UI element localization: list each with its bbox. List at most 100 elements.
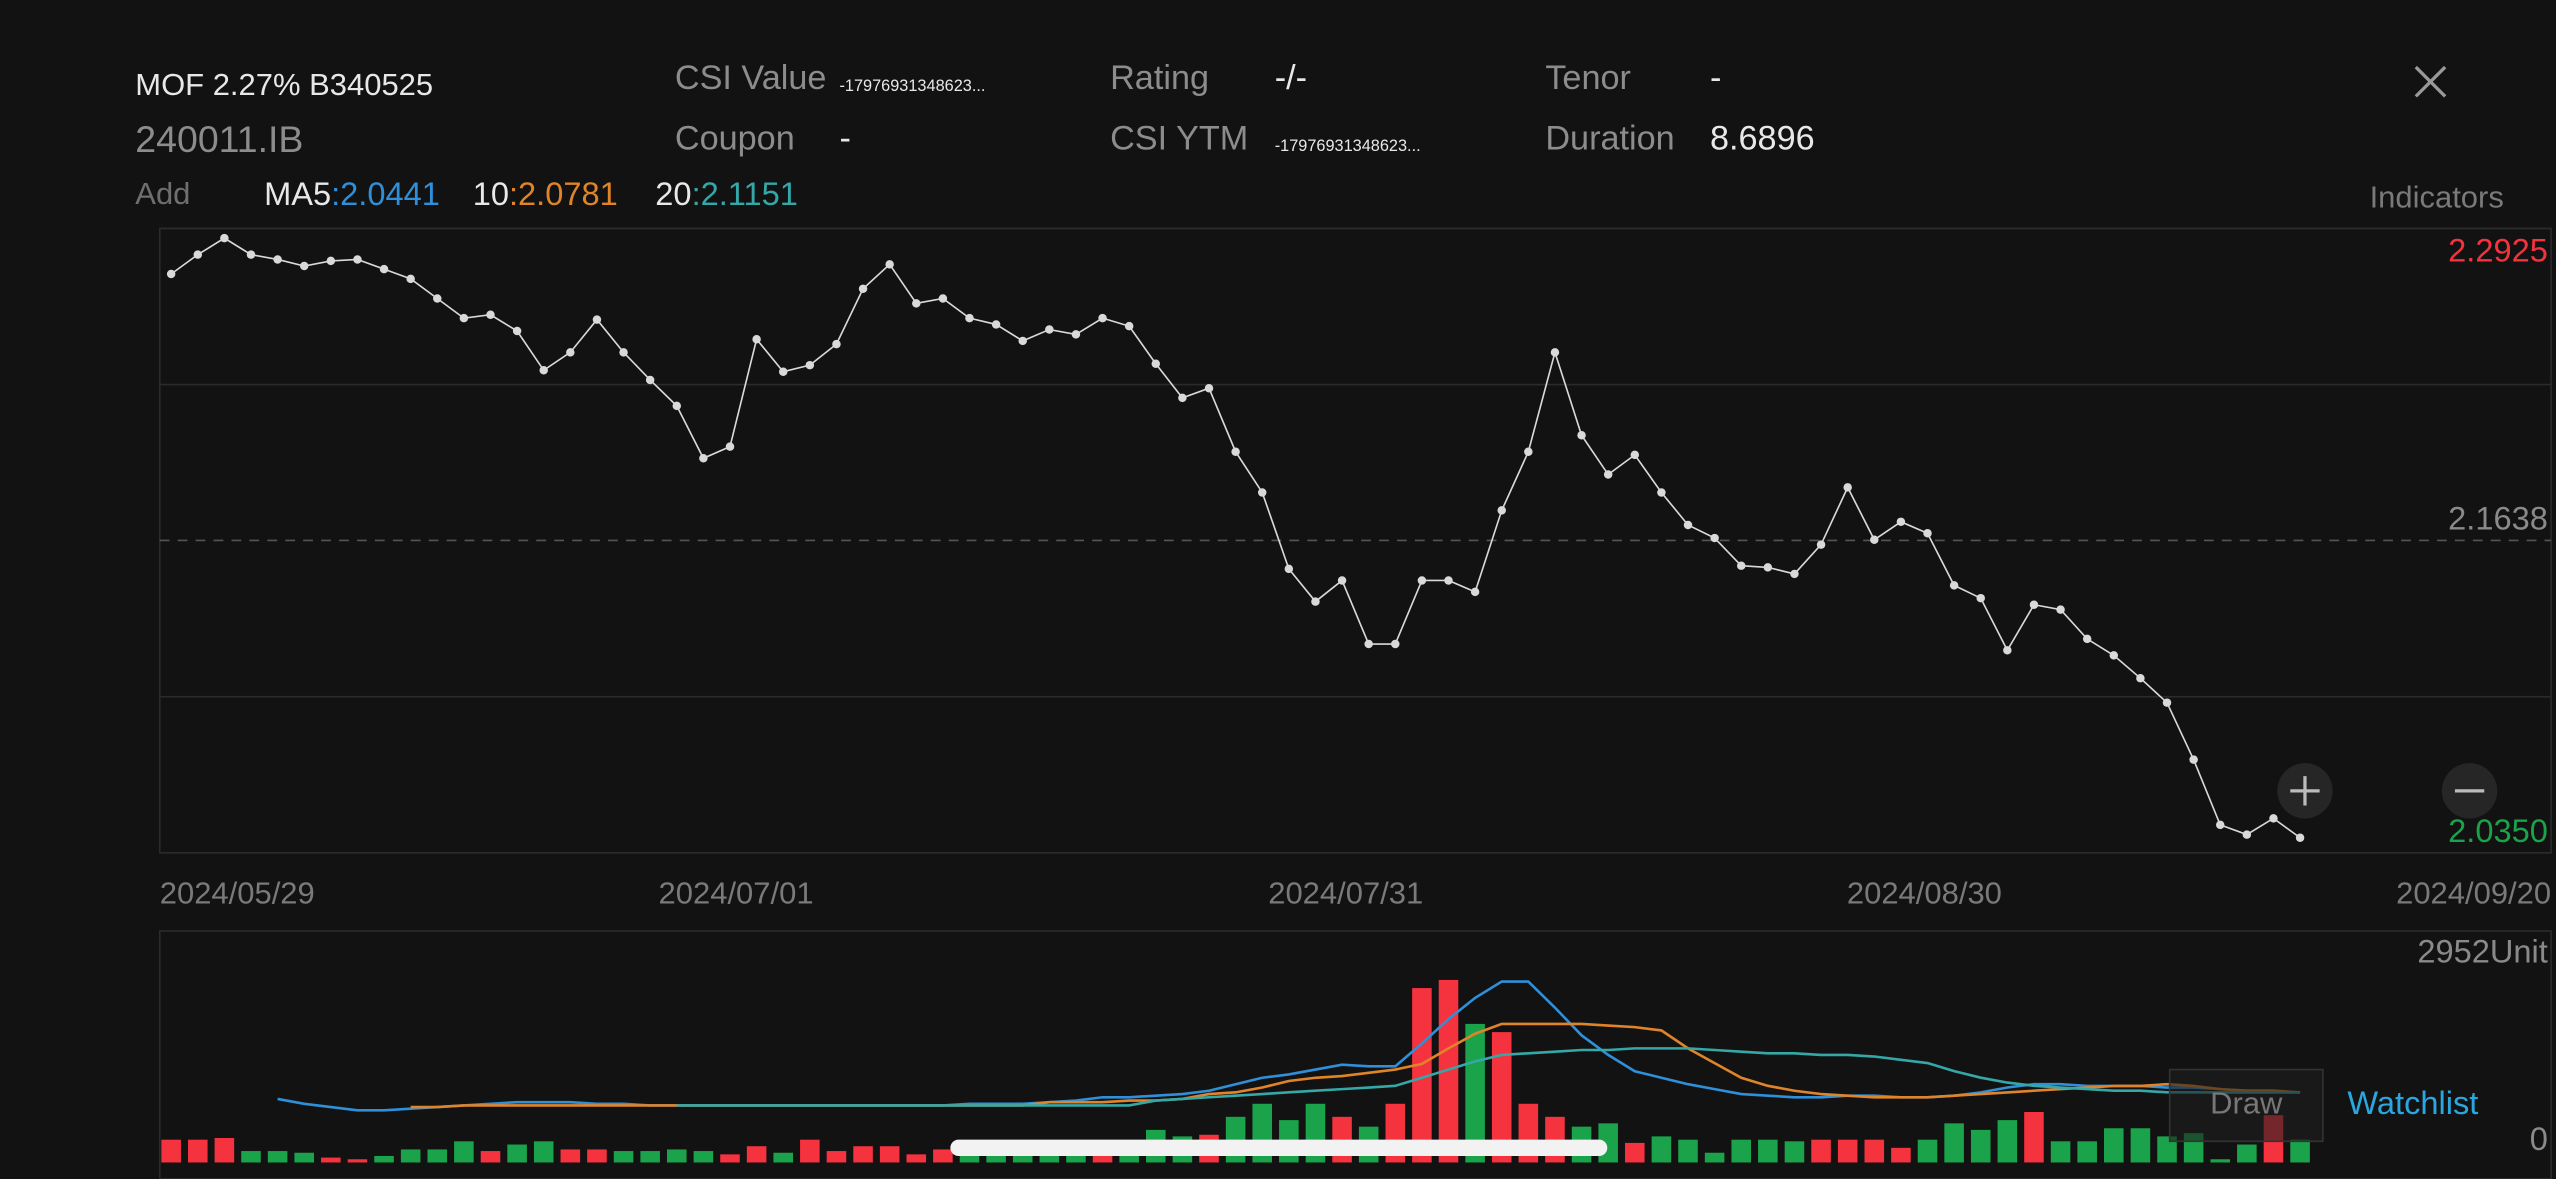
price-point xyxy=(566,348,575,357)
add-button[interactable]: Add xyxy=(135,176,190,211)
price-point xyxy=(2269,814,2278,823)
price-point xyxy=(2029,600,2039,609)
price-point xyxy=(858,284,868,294)
volume-bar xyxy=(1678,1139,1698,1163)
x-tick-label: 2024/07/01 xyxy=(659,875,814,910)
volume-bar xyxy=(1704,1152,1725,1163)
volume-bar xyxy=(400,1149,421,1163)
ma-name: 10 xyxy=(473,174,509,211)
volume-bar xyxy=(2290,1139,2310,1163)
field-value: 8.6896 xyxy=(1710,119,1815,157)
volume-bar xyxy=(1837,1139,1858,1163)
volume-bar xyxy=(853,1146,873,1163)
price-point xyxy=(1896,517,1906,527)
price-point xyxy=(1949,581,1959,590)
watchlist-button[interactable]: Watchlist xyxy=(2347,1084,2478,1121)
field-value: -/- xyxy=(1275,59,1307,97)
price-point xyxy=(379,264,389,274)
price-point xyxy=(539,366,548,375)
price-point xyxy=(1337,576,1347,585)
zoom-out-button[interactable] xyxy=(2441,763,2498,819)
price-point xyxy=(725,442,735,451)
price-point xyxy=(353,255,362,264)
volume-bar xyxy=(507,1144,527,1163)
volume-bar xyxy=(879,1146,900,1163)
price-point xyxy=(885,260,894,269)
price-point xyxy=(778,367,788,376)
volume-bar xyxy=(906,1154,927,1163)
charts: CSI Value -17976931348623... Coupon - Rating… xyxy=(159,59,2552,1163)
price-point xyxy=(2109,651,2119,660)
field-label: CSI YTM xyxy=(1110,119,1248,157)
price-point xyxy=(1657,488,1666,497)
plus-icon xyxy=(2290,776,2320,806)
price-point xyxy=(1630,450,1640,460)
y-tick-label: 0 xyxy=(2530,1120,2548,1157)
ma-value: :2.1151 xyxy=(692,174,798,211)
volume-bar xyxy=(1625,1142,1645,1163)
volume-bar xyxy=(454,1141,474,1163)
price-point xyxy=(1391,639,1400,649)
ma-legend: 10:2.0781 xyxy=(473,174,618,211)
volume-bar xyxy=(560,1149,581,1163)
volume-bar xyxy=(1811,1139,1831,1163)
volume-bar xyxy=(321,1157,341,1163)
price-point xyxy=(1976,593,1985,603)
price-point xyxy=(938,294,948,303)
price-point xyxy=(619,348,628,357)
volume-bar xyxy=(1491,1032,1512,1163)
volume-bar xyxy=(1917,1139,1938,1163)
price-point xyxy=(1843,483,1852,492)
volume-bar xyxy=(1465,1023,1485,1163)
price-point xyxy=(1763,563,1773,572)
price-point xyxy=(1231,447,1240,456)
close-button[interactable] xyxy=(2414,65,2447,98)
price-point xyxy=(1045,325,1054,334)
volume-bar xyxy=(1997,1120,2018,1163)
volume-bar xyxy=(933,1149,953,1163)
bond-code: 240011.IB xyxy=(135,118,303,160)
price-point xyxy=(193,250,203,259)
volume-bar xyxy=(241,1151,261,1163)
price-point xyxy=(965,313,974,323)
volume-bar xyxy=(374,1155,394,1163)
price-point xyxy=(1710,533,1719,543)
volume-bar xyxy=(1412,988,1432,1163)
y-tick-label: 2952Unit xyxy=(2417,932,2547,969)
ma-name: MA5 xyxy=(264,174,331,211)
price-point xyxy=(645,375,655,385)
price-point xyxy=(672,401,682,411)
price-point xyxy=(1018,336,1027,346)
ma-value: :2.0781 xyxy=(509,174,618,211)
volume-bar xyxy=(1012,1152,1033,1163)
volume-bar xyxy=(161,1139,181,1163)
scrollbar[interactable] xyxy=(950,1139,1608,1156)
price-point xyxy=(1790,569,1799,579)
volume-bar xyxy=(2077,1141,2097,1163)
draw-button[interactable] xyxy=(2168,1068,2324,1143)
price-point xyxy=(1204,383,1214,393)
y-tick-label: 2.2925 xyxy=(2448,231,2548,268)
volume-bar xyxy=(746,1146,767,1163)
ma-name: 20 xyxy=(655,174,691,211)
volume-bar xyxy=(1970,1129,1991,1163)
price-point xyxy=(1577,431,1586,440)
volume-bar xyxy=(2050,1141,2071,1163)
x-tick-label: 2024/07/31 xyxy=(1268,875,1423,910)
indicators-button[interactable]: Indicators xyxy=(2370,179,2504,214)
volume-bar xyxy=(1758,1139,1778,1163)
price-point xyxy=(246,250,256,259)
bond-title: MOF 2.27% B340525 xyxy=(135,67,433,102)
volume-bar xyxy=(1731,1139,1752,1163)
volume-bar xyxy=(1119,1152,1139,1163)
volume-bar xyxy=(2237,1144,2257,1163)
price-point xyxy=(2242,830,2252,839)
zoom-in-button[interactable] xyxy=(2277,763,2333,819)
volume-bar xyxy=(613,1151,634,1163)
volume-bar xyxy=(666,1149,687,1163)
volume-bar xyxy=(1784,1141,1805,1163)
field-label: Duration xyxy=(1545,119,1674,157)
volume-bar xyxy=(986,1152,1006,1163)
field-label: Rating xyxy=(1110,59,1209,97)
